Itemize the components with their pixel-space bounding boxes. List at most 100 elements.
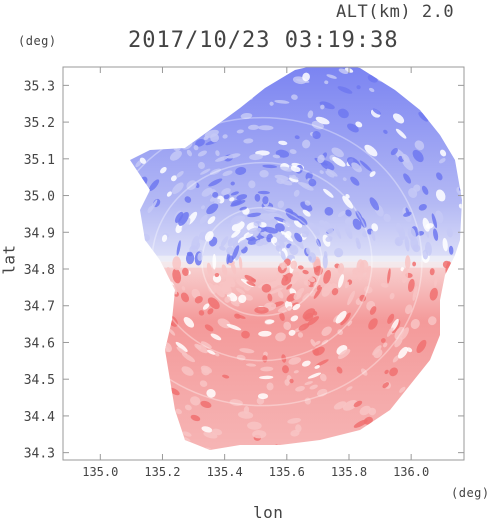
- velocity-speckle: [293, 189, 300, 197]
- velocity-speckle: [108, 374, 121, 387]
- velocity-speckle: [442, 237, 448, 252]
- velocity-speckle: [100, 363, 112, 377]
- velocity-speckle: [485, 330, 491, 343]
- velocity-speckle: [372, 345, 382, 356]
- velocity-speckle: [282, 220, 296, 229]
- velocity-speckle: [240, 112, 253, 119]
- velocity-speckle: [289, 244, 299, 255]
- velocity-speckle: [350, 176, 360, 186]
- velocity-speckle: [344, 225, 353, 239]
- velocity-speckle: [207, 282, 217, 294]
- velocity-speckle: [152, 65, 158, 71]
- velocity-speckle: [201, 426, 213, 433]
- velocity-speckle: [315, 116, 330, 125]
- velocity-speckle: [421, 185, 429, 195]
- velocity-speckle: [347, 290, 355, 306]
- velocity-speckle: [475, 198, 484, 205]
- velocity-speckle: [130, 134, 135, 144]
- velocity-speckle: [437, 397, 450, 411]
- velocity-speckle: [141, 294, 151, 309]
- velocity-speckle: [319, 170, 324, 174]
- velocity-speckle: [302, 292, 309, 301]
- velocity-speckle: [184, 80, 196, 86]
- velocity-speckle: [351, 273, 358, 280]
- velocity-speckle: [89, 436, 103, 450]
- velocity-speckle: [353, 400, 363, 408]
- y-unit-label: (deg): [18, 34, 57, 48]
- velocity-speckle: [117, 302, 130, 319]
- velocity-speckle: [148, 179, 160, 192]
- velocity-speckle: [238, 256, 243, 270]
- velocity-speckle: [170, 448, 179, 450]
- velocity-speckle: [230, 181, 235, 186]
- velocity-speckle: [204, 231, 214, 242]
- velocity-speckle: [436, 172, 443, 181]
- velocity-speckle: [389, 367, 398, 377]
- velocity-speckle: [130, 353, 137, 366]
- velocity-speckle: [182, 122, 191, 132]
- velocity-speckle: [57, 249, 62, 261]
- velocity-speckle: [227, 238, 233, 244]
- velocity-speckle: [363, 416, 373, 425]
- velocity-speckle: [137, 72, 148, 81]
- velocity-speckle: [263, 206, 278, 212]
- velocity-speckle: [316, 238, 321, 247]
- velocity-speckle: [231, 199, 242, 206]
- velocity-speckle: [305, 171, 313, 181]
- x-tick-label: 136.0: [393, 465, 429, 479]
- velocity-speckle: [369, 171, 376, 177]
- velocity-speckle: [189, 446, 195, 450]
- velocity-speckle: [111, 388, 123, 400]
- velocity-speckle: [94, 296, 104, 310]
- velocity-speckle: [338, 68, 349, 75]
- velocity-speckle: [63, 375, 78, 391]
- velocity-speckle: [230, 62, 242, 68]
- velocity-speckle: [459, 295, 462, 300]
- velocity-speckle: [69, 268, 74, 277]
- velocity-speckle: [476, 354, 481, 359]
- velocity-speckle: [325, 236, 333, 242]
- velocity-speckle: [359, 217, 367, 228]
- velocity-speckle: [9, 333, 19, 347]
- velocity-speckle: [320, 373, 327, 382]
- velocity-speckle: [387, 268, 391, 284]
- velocity-speckle: [279, 312, 285, 321]
- velocity-speckle: [463, 370, 476, 383]
- velocity-speckle: [324, 206, 334, 216]
- velocity-speckle: [139, 368, 146, 375]
- velocity-speckle: [134, 130, 143, 139]
- velocity-speckle: [337, 108, 349, 119]
- velocity-speckle: [301, 360, 311, 367]
- velocity-speckle: [258, 330, 272, 337]
- velocity-speckle: [158, 40, 173, 52]
- velocity-speckle: [214, 198, 221, 205]
- velocity-speckle: [78, 203, 88, 213]
- velocity-speckle: [380, 338, 386, 343]
- velocity-speckle: [331, 288, 339, 296]
- velocity-speckle: [54, 344, 68, 360]
- velocity-speckle: [227, 235, 238, 247]
- velocity-speckle: [102, 206, 113, 221]
- velocity-speckle: [392, 113, 405, 124]
- velocity-speckle: [237, 236, 246, 243]
- velocity-speckle: [380, 282, 389, 288]
- velocity-speckle: [335, 46, 346, 57]
- velocity-speckle: [206, 203, 219, 215]
- velocity-speckle: [291, 94, 298, 100]
- velocity-speckle: [130, 401, 131, 406]
- velocity-speckle: [361, 429, 372, 439]
- timestamp-title: 2017/10/23 03:19:38: [128, 28, 399, 53]
- velocity-speckle: [86, 83, 103, 99]
- velocity-speckle: [293, 220, 303, 228]
- velocity-speckle: [435, 189, 446, 202]
- velocity-speckle: [174, 51, 187, 59]
- velocity-speckle: [145, 399, 156, 409]
- velocity-speckle: [369, 442, 382, 450]
- velocity-speckle: [292, 303, 301, 311]
- velocity-speckle: [302, 209, 311, 217]
- velocity-speckle: [208, 178, 223, 187]
- velocity-speckle: [417, 231, 425, 236]
- velocity-speckle: [247, 484, 254, 492]
- velocity-speckle: [323, 188, 334, 198]
